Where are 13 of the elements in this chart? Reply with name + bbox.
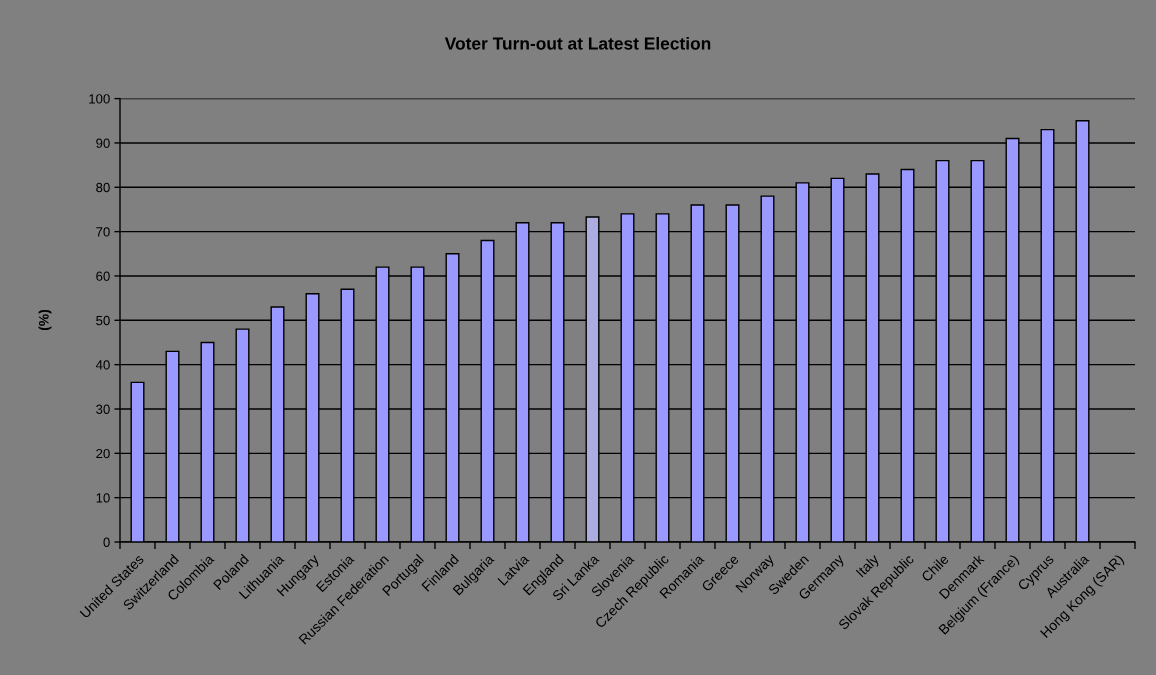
y-tick-label: 90 <box>96 138 110 148</box>
y-tick-label: 80 <box>96 182 110 193</box>
y-tick-label: 70 <box>96 227 110 237</box>
y-tick-label: 60 <box>96 271 110 281</box>
y-tick-label: 40 <box>95 360 110 370</box>
y-tick-label: 50 <box>96 315 110 326</box>
y-tick-label: 10 <box>96 493 110 503</box>
y-tick-label: 20 <box>96 448 110 459</box>
y-axis-title: (%) <box>38 309 52 331</box>
y-tick-label: 30 <box>96 404 110 414</box>
chart-title: Voter Turn-out at Latest Election <box>444 36 711 50</box>
y-tick-label: 0 <box>103 537 110 547</box>
y-tick-label: 100 <box>89 94 110 104</box>
